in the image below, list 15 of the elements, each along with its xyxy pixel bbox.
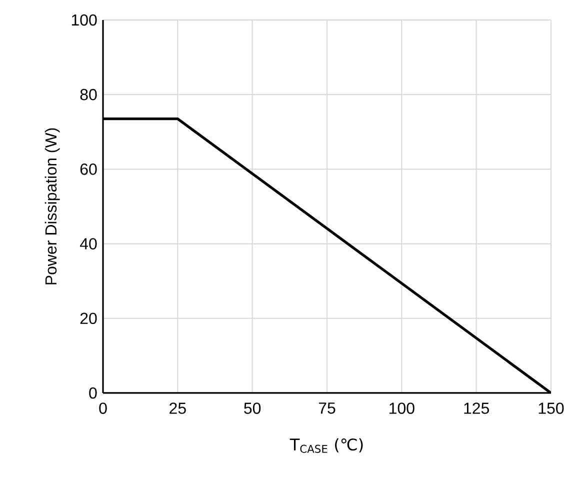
x-tick-label: 0 [99, 402, 107, 414]
x-tick-label: 100 [390, 402, 414, 414]
y-tick-label: 0 [89, 387, 97, 399]
x-tick-label: 25 [170, 402, 186, 414]
x-axis-title: T$_{CASE}$ (℃) [290, 438, 363, 453]
y-tick-label: 80 [80, 88, 97, 100]
x-tick-label: 50 [244, 402, 261, 414]
y-tick-label: 20 [80, 312, 97, 324]
y-axis-title: Power Dissipation (W) [44, 128, 60, 284]
x-tick-label: 75 [318, 402, 336, 414]
x-tick-label: 150 [538, 402, 564, 414]
y-tick-label: 40 [80, 238, 97, 250]
y-tick-label: 60 [80, 164, 97, 175]
x-tick-label: 125 [464, 402, 489, 414]
y-tick-label: 100 [72, 14, 97, 26]
